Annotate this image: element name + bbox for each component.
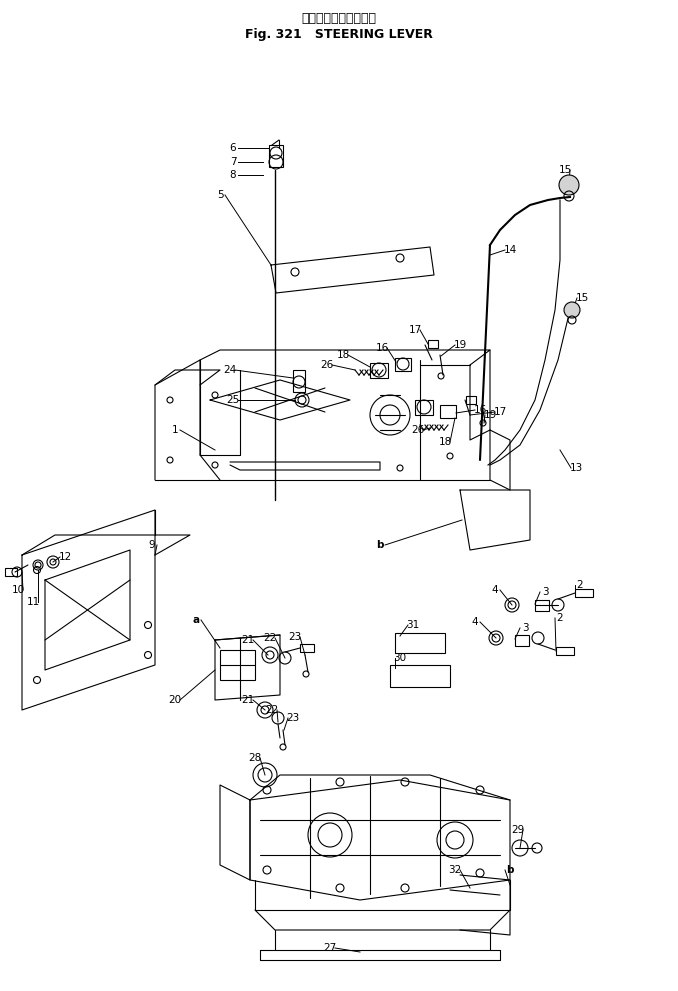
Text: 11: 11 <box>26 597 39 607</box>
Bar <box>535 600 549 611</box>
Bar <box>466 396 476 404</box>
Text: ステアリング　レバー: ステアリング レバー <box>302 12 376 25</box>
Text: 18: 18 <box>439 437 452 447</box>
Bar <box>515 635 529 646</box>
Text: 23: 23 <box>288 632 302 642</box>
Text: 3: 3 <box>542 587 549 597</box>
Text: 32: 32 <box>448 865 462 875</box>
Bar <box>415 400 433 415</box>
Circle shape <box>559 175 579 195</box>
Text: 19: 19 <box>454 340 466 350</box>
Text: 4: 4 <box>472 617 478 627</box>
Text: 22: 22 <box>263 633 277 643</box>
Text: Fig. 321   STEERING LEVER: Fig. 321 STEERING LEVER <box>245 28 433 41</box>
Text: 17: 17 <box>494 407 506 417</box>
Text: 6: 6 <box>230 143 237 153</box>
Bar <box>300 644 314 652</box>
Text: 21: 21 <box>241 695 255 705</box>
Text: 26: 26 <box>321 360 334 370</box>
Text: 20: 20 <box>168 695 182 705</box>
Text: 14: 14 <box>503 245 517 255</box>
Text: b: b <box>506 865 514 875</box>
Text: 2: 2 <box>577 580 583 590</box>
Bar <box>269 145 283 167</box>
Text: 13: 13 <box>570 463 582 473</box>
Text: 12: 12 <box>58 552 72 562</box>
Text: 25: 25 <box>226 395 239 405</box>
Text: 30: 30 <box>393 653 407 663</box>
Text: 29: 29 <box>511 825 525 835</box>
Bar <box>395 358 411 371</box>
Text: a: a <box>193 615 199 625</box>
Text: 28: 28 <box>248 753 262 763</box>
Bar <box>390 665 450 687</box>
Bar <box>220 650 255 680</box>
Text: 1: 1 <box>172 425 178 435</box>
Text: 18: 18 <box>336 350 350 360</box>
Text: 27: 27 <box>323 943 336 953</box>
Text: 26: 26 <box>412 425 424 435</box>
Bar <box>575 589 593 597</box>
Text: 31: 31 <box>406 620 420 630</box>
Bar <box>440 405 456 418</box>
Bar <box>5 568 17 576</box>
Text: 24: 24 <box>223 365 237 375</box>
Text: 4: 4 <box>492 585 498 595</box>
Text: 15: 15 <box>559 165 572 175</box>
Text: 21: 21 <box>241 635 255 645</box>
Text: 7: 7 <box>230 157 237 167</box>
Bar <box>395 633 445 653</box>
Text: 17: 17 <box>408 325 422 335</box>
Circle shape <box>564 302 580 318</box>
Text: 5: 5 <box>217 190 223 200</box>
Bar <box>556 647 574 655</box>
Text: 2: 2 <box>557 613 563 623</box>
Bar <box>428 340 438 348</box>
Bar <box>293 370 305 392</box>
Text: 15: 15 <box>576 293 589 303</box>
Text: 16: 16 <box>473 405 487 415</box>
Text: 3: 3 <box>521 623 528 633</box>
Text: 10: 10 <box>12 585 24 595</box>
Text: b: b <box>376 540 384 550</box>
Text: 22: 22 <box>265 705 279 715</box>
Text: 16: 16 <box>376 343 388 353</box>
Text: 19: 19 <box>483 410 496 420</box>
Text: 8: 8 <box>230 170 237 180</box>
Text: 9: 9 <box>148 540 155 550</box>
Text: 23: 23 <box>286 713 300 723</box>
Bar <box>370 363 388 378</box>
